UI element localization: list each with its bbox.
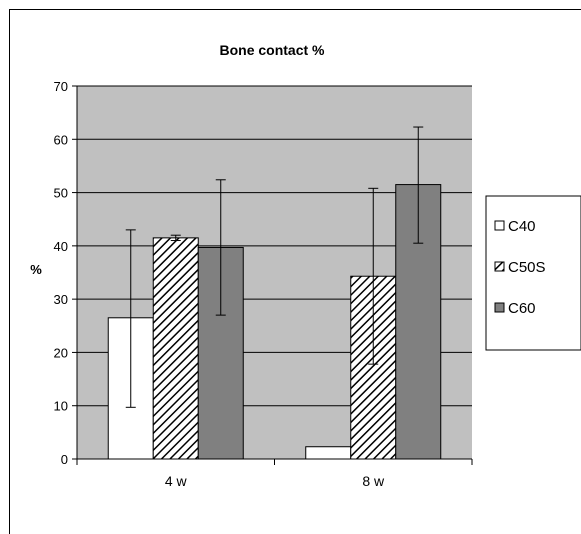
- chart-title: Bone contact %: [219, 42, 325, 58]
- error-bars: [125, 126, 424, 408]
- legend-swatch-c60: [494, 302, 505, 313]
- y-tick-label: 40: [54, 239, 68, 254]
- y-tick-label: 10: [54, 399, 68, 414]
- chart-frame: [9, 9, 581, 534]
- bars: [107, 184, 442, 460]
- x-category-labels: 4 w 8 w: [165, 473, 385, 489]
- legend-label-c60: C60: [508, 300, 536, 317]
- legend-swatch-c50s: [494, 261, 505, 272]
- y-axis-label: %: [30, 262, 42, 277]
- legend-label-c50s: C50S: [508, 259, 546, 276]
- legend-swatch-c40: [494, 220, 505, 231]
- legend-label-c40: C40: [508, 218, 536, 235]
- y-tick-label: 0: [61, 452, 68, 467]
- legend: C40 C50S C60: [485, 195, 581, 351]
- y-tick-label: 50: [54, 186, 68, 201]
- axes: [72, 85, 473, 465]
- y-tick-label: 70: [54, 79, 68, 94]
- x-category-label: 4 w: [165, 473, 188, 489]
- y-tick-label: 60: [54, 132, 68, 147]
- bar-c40-8w: [305, 446, 352, 460]
- y-tick-label: 20: [54, 345, 68, 360]
- bar-c50s-4w: [152, 237, 199, 460]
- x-category-label: 8 w: [362, 473, 385, 489]
- y-tick-label: 30: [54, 292, 68, 307]
- y-tick-labels: 0 10 20 30 40 50 60 70: [54, 79, 68, 467]
